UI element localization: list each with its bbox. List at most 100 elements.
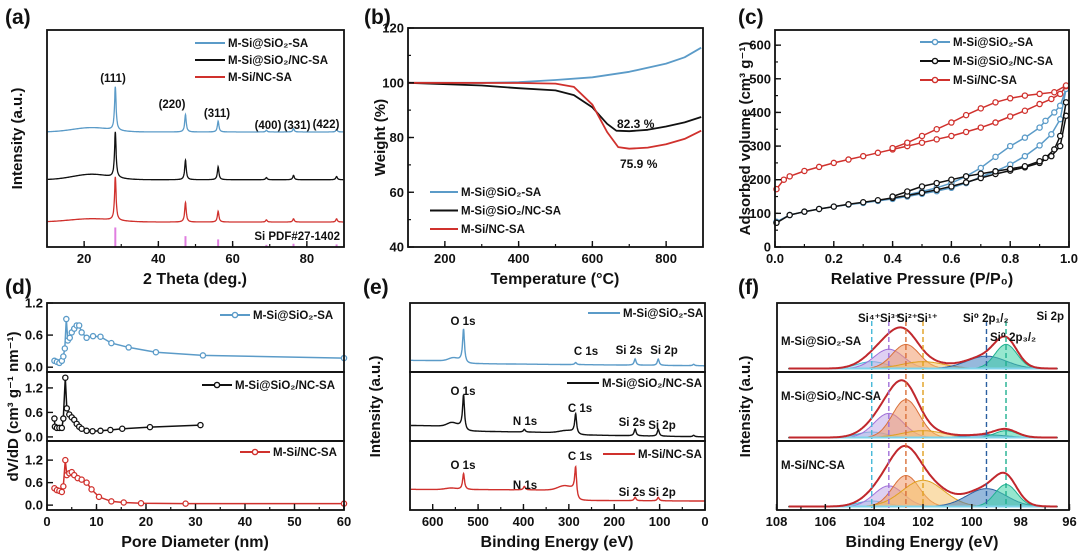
x-tick-label: 0.4 [884,251,903,266]
xps-survey-line [410,328,705,367]
tga-series-line [407,81,702,150]
desorption-point [1021,163,1029,170]
adsorption-point [948,183,955,190]
component-label: Si¹⁺ [917,313,938,325]
adsorption-point [1048,152,1055,160]
desorption-point [977,170,985,177]
adsorption-point [859,152,867,160]
adsorption-point [786,211,793,219]
desorption-point [889,193,896,200]
legend-label: M-Si@SiO₂-SA [953,37,1033,49]
adsorption-point [918,189,926,197]
x-axis-label: Relative Pressure (P/P₀) [831,271,1013,288]
component-label: Si²⁺ [897,313,918,325]
x-tick-label: 0.0 [766,251,784,266]
x-tick-label: 600 [582,251,604,266]
x-tick-label: 0 [43,514,50,529]
xps-survey-line [410,464,705,502]
pore-point [120,499,127,506]
y-tick-label: 0.0 [25,360,43,375]
peak-index-label: (311) [204,108,230,120]
pore-point [63,405,71,412]
x-tick-label: 20 [139,514,153,529]
pore-point [108,339,115,347]
pore-point [107,426,114,434]
desorption-point [1036,90,1043,98]
pore-point [62,456,69,464]
adsorption-point [977,124,985,131]
x-tick-label: 96 [1062,514,1076,529]
desorption-point [977,105,985,112]
legend-label: M-Si@SiO₂/NC-SA [461,206,561,218]
tga-series-line [408,46,702,84]
component-label: Si⁴⁺ [858,313,881,325]
y-tick-label: 40 [390,240,404,255]
legend-marker [931,76,939,84]
pore-point [88,486,95,493]
x-tick-label: 1.0 [1060,251,1078,266]
panel-label: (b) [364,6,391,29]
x-tick-label: 400 [513,514,535,529]
adsorption-point [933,136,940,143]
desorption-point [1036,157,1043,165]
y-tick-label: 100 [749,206,771,221]
x-tick-label: 100 [649,514,671,529]
adsorption-point [948,132,955,140]
desorption-point [933,179,940,187]
y-tick-label: 1.2 [25,453,43,468]
desorption-point [948,119,955,126]
x-tick-label: 0.2 [825,251,843,266]
adsorption-point [874,149,882,157]
desorption-point [1006,142,1014,150]
x-axis-label: Binding Energy (eV) [846,534,999,551]
pore-point [108,498,115,505]
adsorption-point [1056,115,1064,123]
pore-point [118,425,126,433]
legend-label: M-Si/NC-SA [638,449,702,461]
desorption-point [1006,165,1014,173]
x-axis-label: Temperature (°C) [491,271,620,288]
x-tick-label: 104 [863,514,885,529]
fit-envelope-line [788,379,1058,439]
y-tick-label: 400 [749,105,771,120]
adsorption-point [815,205,823,213]
adsorption-point [859,199,867,206]
pore-point [60,483,67,490]
pore-point [146,423,154,431]
x-tick-label: 30 [188,514,202,529]
x-tick-label: 300 [558,514,580,529]
panel-label: (e) [363,276,389,299]
annotation-residual: 82.3 % [617,117,655,131]
peak-label: C 1s [568,451,592,463]
peak-index-label: (220) [159,99,186,111]
adsorption-point [1056,142,1064,150]
tga-series-line [407,81,702,133]
adsorption-point [801,167,808,175]
pore-point [182,500,189,507]
pore-point [137,499,145,507]
pore-point [97,427,104,435]
y-tick-label: 120 [382,21,404,36]
panel-label: (c) [738,6,764,29]
peak-label: C 1s [574,346,598,358]
adsorption-point [1036,100,1043,108]
x-tick-label: 200 [434,251,456,266]
desorption-point [1051,109,1058,116]
desorption-point [918,132,926,140]
desorption-point [1021,92,1029,99]
y-tick-label: 0.6 [25,475,43,490]
y-tick-label: 1.2 [25,296,43,311]
desorption-point [1042,154,1049,162]
x-tick-label: 0 [701,514,708,529]
pore-point [62,374,69,381]
adsorption-point [933,186,940,194]
legend-marker [251,448,259,456]
x-axis-label: Pore Diameter (nm) [121,534,269,551]
pore-point [66,334,74,342]
x-tick-label: 10 [89,514,103,529]
y-tick-label: 200 [749,172,771,187]
desorption-point [992,153,999,161]
adsorption-point [918,139,926,146]
desorption-point [1051,146,1058,153]
x-tick-label: 40 [238,514,252,529]
